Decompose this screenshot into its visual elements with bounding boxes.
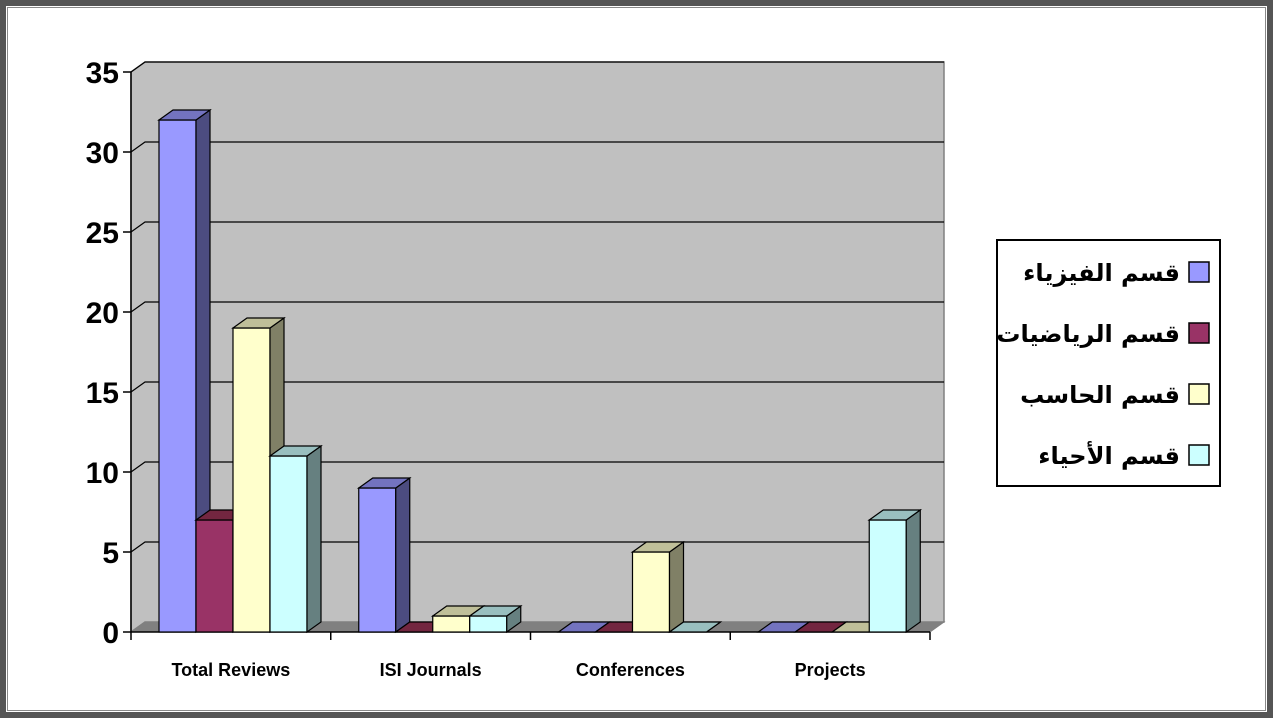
- legend-item: قسم الرياضيات: [996, 320, 1210, 348]
- bar: [467, 604, 523, 634]
- gridline: [130, 461, 944, 473]
- bar-front: [358, 487, 397, 633]
- bar-side: [306, 444, 322, 634]
- gridline: [130, 381, 944, 393]
- x-tick-label: Total Reviews: [172, 660, 291, 680]
- gridline: [130, 141, 944, 153]
- bar: [667, 621, 723, 633]
- bars: [157, 108, 923, 634]
- legend-swatch: [1188, 383, 1210, 405]
- bar: [157, 108, 212, 634]
- bar-front: [232, 327, 271, 633]
- bar: [268, 444, 323, 634]
- bar-side: [395, 476, 411, 634]
- bar-side: [668, 540, 685, 634]
- x-tick-labels: Total Reviews ISI Journals Conferences Proj…: [172, 660, 866, 680]
- bar-top: [467, 605, 523, 617]
- y-tick-label: 5: [102, 537, 119, 570]
- legend-label: قسم الفيزياء: [1023, 259, 1180, 287]
- bar-front: [158, 119, 197, 633]
- legend-label: قسم الحاسب: [1020, 381, 1180, 409]
- bar-top: [356, 477, 412, 489]
- legend-box: [996, 239, 1221, 487]
- legend-swatch: [1188, 444, 1210, 466]
- legend-item: قسم الفيزياء: [1023, 259, 1210, 287]
- bar-top: [867, 509, 923, 521]
- bar-top: [157, 109, 212, 121]
- legend-label: قسم الرياضيات: [996, 320, 1180, 348]
- x-tick-label: ISI Journals: [380, 660, 482, 680]
- bar-front: [269, 455, 308, 633]
- bar-top: [630, 541, 686, 553]
- bar-side: [905, 508, 921, 634]
- y-tick-label: 25: [86, 217, 119, 250]
- y-tick-label: 10: [86, 457, 119, 490]
- bar: [356, 476, 412, 634]
- gridline: [130, 61, 944, 73]
- bar: [630, 540, 686, 634]
- bar-front: [432, 615, 471, 633]
- y-tick-labels: 0 5 10 15 20 25 30 35: [86, 57, 119, 650]
- y-tick-label: 30: [86, 137, 119, 170]
- legend-swatch: [1188, 261, 1210, 283]
- legend-item: قسم الحاسب: [1020, 381, 1210, 409]
- y-tick-label: 20: [86, 297, 119, 330]
- bar-front: [868, 519, 907, 633]
- x-tick-label: Conferences: [576, 660, 685, 680]
- x-tick-label: Projects: [795, 660, 866, 680]
- plot-wall: [129, 61, 946, 634]
- gridline: [130, 301, 944, 313]
- legend-swatch: [1188, 322, 1210, 344]
- bar-front: [469, 615, 508, 633]
- bar-front: [631, 551, 671, 633]
- bar-front: [195, 519, 234, 633]
- bar-top: [231, 317, 286, 329]
- bar-top: [667, 621, 723, 633]
- bar: [867, 508, 923, 634]
- gridline: [130, 221, 944, 233]
- y-tick-label: 35: [86, 57, 119, 90]
- bar-top: [268, 445, 323, 457]
- legend-label: قسم الأحياء: [1038, 441, 1180, 470]
- gridlines: [130, 61, 944, 553]
- legend-item: قسم الأحياء: [1038, 441, 1210, 470]
- legend: قسم الفيزياء قسم الرياضيات قسم الحاسب قسم ا…: [996, 239, 1221, 487]
- y-tick-label: 0: [102, 617, 119, 650]
- y-tick-label: 15: [86, 377, 119, 410]
